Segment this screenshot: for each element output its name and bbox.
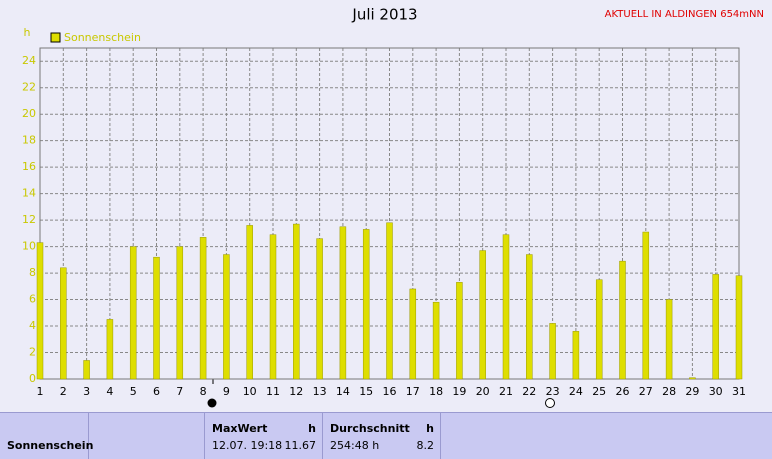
- max-time: 12.07. 19:18: [212, 439, 283, 452]
- bar: [153, 256, 160, 380]
- bar: [665, 299, 673, 380]
- bar: [60, 267, 67, 380]
- x-tick-label: 31: [732, 385, 746, 398]
- bar: [409, 288, 417, 380]
- x-tick-label: 6: [153, 385, 160, 398]
- chart-title: Juli 2013: [351, 6, 417, 24]
- bar: [269, 234, 277, 380]
- x-tick-label: 17: [406, 385, 420, 398]
- chart-subtitle: AKTUELL IN ALDINGEN 654mNN: [605, 9, 764, 20]
- x-tick-label: 24: [569, 385, 583, 398]
- bar: [642, 231, 650, 380]
- x-tick-label: 20: [476, 385, 490, 398]
- bar: [199, 237, 207, 380]
- legend-label: Sonnenschein: [64, 31, 141, 44]
- bar: [36, 242, 44, 380]
- bar: [595, 279, 603, 380]
- x-tick-label: 21: [499, 385, 513, 398]
- bar: [549, 323, 556, 380]
- moon-new: [207, 398, 217, 408]
- y-axis-label: h: [24, 26, 31, 39]
- legend-swatch: [50, 32, 61, 43]
- bar: [502, 234, 510, 380]
- y-tick-label: 6: [29, 293, 36, 306]
- bar: [432, 301, 440, 380]
- bar: [129, 246, 137, 380]
- y-tick-label: 14: [22, 187, 36, 200]
- x-tick-label: 2: [60, 385, 67, 398]
- bar: [362, 229, 370, 380]
- chart: Juli 2013 AKTUELL IN ALDINGEN 654mNN h S…: [22, 6, 764, 408]
- empty-cell: [89, 413, 205, 459]
- y-tick-label: 4: [29, 319, 36, 332]
- y-tick-label: 12: [22, 213, 36, 226]
- y-tick-label: 24: [22, 54, 36, 67]
- bar: [689, 377, 696, 380]
- bar: [176, 246, 184, 380]
- x-tick-label: 12: [289, 385, 303, 398]
- bar: [106, 319, 114, 380]
- x-tick-label: 22: [522, 385, 536, 398]
- row-label-cell: Sonnenschein: [0, 413, 93, 459]
- x-tick-label: 28: [662, 385, 676, 398]
- x-tick-label: 18: [429, 385, 443, 398]
- x-tick-label: 25: [592, 385, 606, 398]
- x-tick-label: 27: [639, 385, 653, 398]
- x-tick-label: 10: [243, 385, 257, 398]
- moon-full: [545, 398, 555, 408]
- x-tick-label: 14: [336, 385, 350, 398]
- x-tick-label: 13: [313, 385, 327, 398]
- y-tick-label: 20: [22, 107, 36, 120]
- bar: [479, 250, 486, 380]
- x-tick-label: 7: [176, 385, 183, 398]
- avg-cell: Durchschnitt h 254:48 h 8.2: [323, 413, 441, 459]
- y-tick-label: 18: [22, 134, 36, 147]
- x-tick-label: 3: [83, 385, 90, 398]
- bar: [712, 274, 719, 380]
- row-label: Sonnenschein: [7, 439, 94, 452]
- bar: [339, 226, 347, 380]
- bar: [456, 282, 463, 380]
- x-tick-label: 5: [130, 385, 137, 398]
- x-tick-label: 4: [106, 385, 113, 398]
- bar: [293, 223, 300, 380]
- bar: [619, 260, 626, 380]
- bar: [572, 331, 580, 380]
- x-tick-label: 30: [709, 385, 723, 398]
- y-tick-label: 10: [22, 240, 36, 253]
- x-tick-label: 11: [266, 385, 280, 398]
- bar: [83, 360, 90, 380]
- bar: [316, 238, 323, 380]
- avg-value: 8.2: [416, 439, 435, 452]
- x-tick-label: 23: [546, 385, 560, 398]
- max-header: MaxWert: [212, 422, 268, 435]
- avg-total: 254:48 h: [330, 439, 380, 452]
- x-tick-label: 8: [200, 385, 207, 398]
- bar: [246, 225, 253, 380]
- y-tick-label: 16: [22, 160, 36, 173]
- x-tick-label: 26: [616, 385, 630, 398]
- bar: [386, 222, 393, 380]
- x-tick-label: 15: [359, 385, 373, 398]
- x-tick-label: 9: [223, 385, 230, 398]
- y-tick-label: 2: [29, 346, 36, 359]
- y-tick-label: 22: [22, 81, 36, 94]
- x-tick-label: 19: [452, 385, 466, 398]
- avg-unit: h: [426, 422, 434, 435]
- bar: [223, 254, 230, 380]
- bar: [735, 275, 743, 380]
- max-unit: h: [308, 422, 316, 435]
- bar: [526, 254, 533, 380]
- summary-panel: Sonnenschein MaxWert h 12.07. 19:18 11.6…: [0, 412, 772, 459]
- y-tick-label: 8: [29, 266, 36, 279]
- y-tick-label: 0: [29, 372, 36, 385]
- x-tick-label: 16: [383, 385, 397, 398]
- x-tick-label: 1: [37, 385, 44, 398]
- avg-header: Durchschnitt: [330, 422, 410, 435]
- max-cell: MaxWert h 12.07. 19:18 11.67: [205, 413, 323, 459]
- max-value: 11.67: [284, 439, 317, 452]
- x-tick-label: 29: [685, 385, 699, 398]
